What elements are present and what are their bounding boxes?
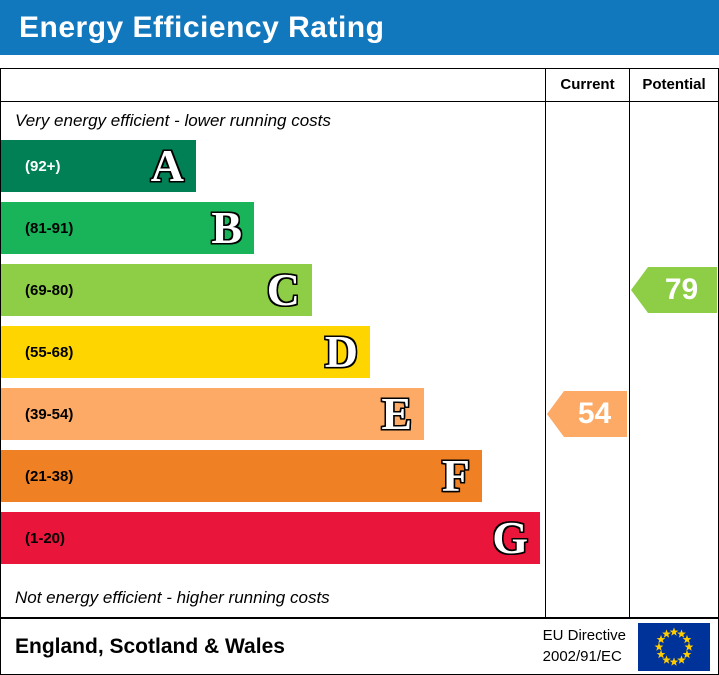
top-note: Very energy efficient - lower running co… <box>15 111 331 130</box>
potential-value: 79 <box>664 273 699 306</box>
band-bar-f: (21-38) F <box>1 450 482 502</box>
chart-header-row: Current Potential <box>1 69 718 102</box>
footer-bar: England, Scotland & Wales EU Directive 2… <box>0 618 719 675</box>
band-range-label: (55-68) <box>25 343 74 361</box>
band-row-e: (39-54) E <box>1 388 546 440</box>
band-bar-b: (81-91) B <box>1 202 254 254</box>
band-row-f: (21-38) F <box>1 450 546 502</box>
current-column-divider <box>545 69 546 617</box>
band-row-b: (81-91) B <box>1 202 546 254</box>
band-bar-d: (55-68) D <box>1 326 370 378</box>
band-row-a: (92+) A <box>1 140 546 192</box>
band-range-label: (92+) <box>25 157 61 175</box>
band-range-label: (21-38) <box>25 467 74 485</box>
energy-rating-chart: Current Potential Very energy efficient … <box>0 68 719 618</box>
band-bar-e: (39-54) E <box>1 388 424 440</box>
eu-directive-line2: 2002/91/EC <box>542 647 622 665</box>
band-bar-a: (92+) A <box>1 140 196 192</box>
eu-directive-label: EU Directive 2002/91/EC <box>543 626 626 667</box>
current-column-header: Current <box>560 76 615 93</box>
band-bar-c: (69-80) C <box>1 264 312 316</box>
potential-column-header: Potential <box>642 76 706 93</box>
band-range-label: (81-91) <box>25 219 74 237</box>
band-letter: A <box>150 140 184 191</box>
band-range-label: (69-80) <box>25 281 74 299</box>
band-letter: E <box>381 388 412 439</box>
potential-indicator: 79 <box>631 267 717 313</box>
bottom-note: Not energy efficient - higher running co… <box>15 588 330 607</box>
page-title-banner: Energy Efficiency Rating <box>0 0 719 55</box>
band-letter: D <box>324 326 358 377</box>
page-title: Energy Efficiency Rating <box>19 10 385 44</box>
current-value: 54 <box>577 397 612 430</box>
band-range-label: (1-20) <box>25 529 66 547</box>
band-letter: B <box>211 202 242 253</box>
band-letter: C <box>266 264 300 315</box>
region-label: England, Scotland & Wales <box>15 634 285 658</box>
potential-column-divider <box>629 69 630 617</box>
eu-flag-icon <box>638 622 710 671</box>
band-row-d: (55-68) D <box>1 326 546 378</box>
band-range-label: (39-54) <box>25 405 74 423</box>
eu-directive-line1: EU Directive <box>542 627 626 645</box>
band-letter: F <box>441 450 470 501</box>
band-list: (92+) A (81-91) B (69-80) C (55-68) D (3 <box>1 140 546 574</box>
band-row-c: (69-80) C <box>1 264 546 316</box>
band-letter: G <box>492 512 528 563</box>
band-row-g: (1-20) G <box>1 512 546 564</box>
current-indicator: 54 <box>547 391 627 437</box>
band-bar-g: (1-20) G <box>1 512 540 564</box>
